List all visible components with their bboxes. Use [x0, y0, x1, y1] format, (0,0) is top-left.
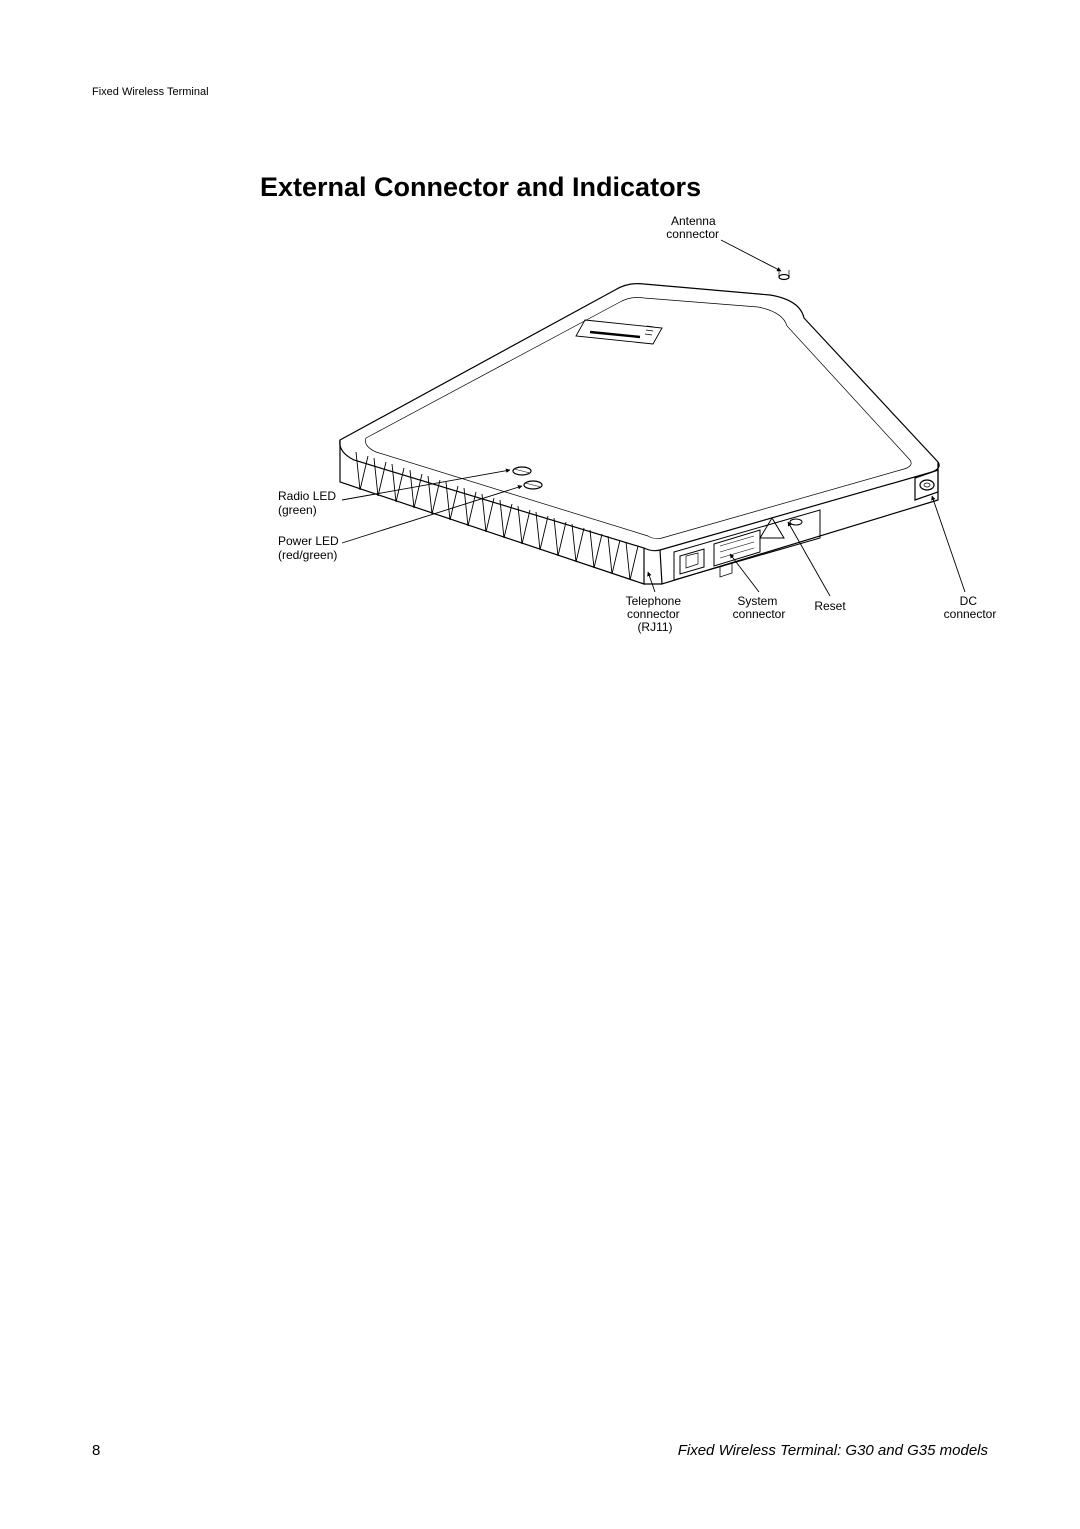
running-header: Fixed Wireless Terminal [92, 86, 209, 98]
callout-labels: Antenna connector Radio LED (green) Powe… [278, 214, 996, 634]
label-antenna: Antenna connector [666, 214, 719, 241]
device-diagram-svg: Antenna connector Radio LED (green) Powe… [260, 200, 1000, 640]
connector-diagram: Antenna connector Radio LED (green) Powe… [260, 200, 1000, 640]
connector-panel [674, 510, 820, 580]
document-page: Fixed Wireless Terminal External Connect… [0, 0, 1080, 1529]
label-radio-led: Radio LED (green) [278, 489, 339, 517]
antenna-port-icon [779, 270, 789, 280]
label-telephone: Telephone connector (RJ11) [626, 594, 685, 634]
page-number: 8 [92, 1442, 100, 1459]
label-reset: Reset [814, 599, 846, 613]
label-system: System connector [733, 594, 786, 621]
label-dc: DC connector [944, 594, 997, 621]
dc-port-icon [915, 470, 938, 500]
label-power-led: Power LED (red/green) [278, 534, 342, 562]
device-body [340, 270, 939, 584]
side-vents [356, 452, 638, 580]
telephone-port-icon [680, 549, 704, 574]
section-heading: External Connector and Indicators [260, 172, 701, 203]
footer-doc-title: Fixed Wireless Terminal: G30 and G35 mod… [678, 1442, 988, 1459]
